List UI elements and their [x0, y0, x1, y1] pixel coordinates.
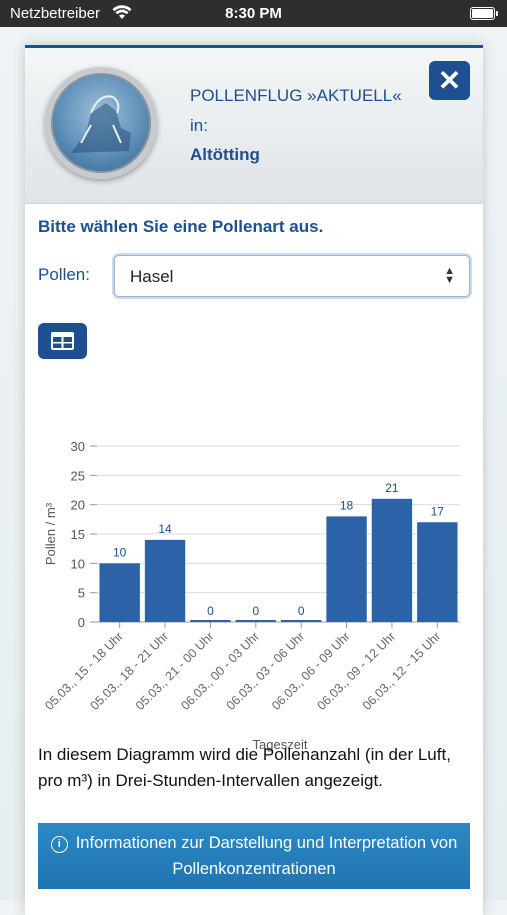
bar	[190, 620, 231, 622]
pollen-label: Pollen:	[38, 265, 90, 284]
y-tick-label: 10	[71, 556, 85, 571]
bar	[371, 498, 413, 622]
y-tick-label: 0	[78, 615, 85, 630]
pollen-prompt: Bitte wählen Sie eine Pollenart aus.	[38, 217, 324, 236]
data-label: 0	[207, 604, 214, 618]
bar	[281, 620, 322, 622]
pollen-card: POLLENFLUG »AKTUELL« in: Altötting ✕ Bit…	[25, 45, 483, 915]
info-text: Informationen zur Darstellung und Interp…	[75, 834, 458, 878]
y-tick-label: 5	[78, 586, 85, 601]
data-label: 21	[385, 481, 399, 495]
status-time: 8:30 PM	[225, 5, 282, 22]
info-icon: i	[50, 836, 68, 853]
data-label: 0	[252, 604, 259, 618]
x-tick-label: 05.03., 21 - 00 Uhr	[133, 629, 217, 713]
y-tick-label: 20	[71, 498, 85, 513]
bar	[326, 516, 367, 622]
chart-description: In diesem Diagramm wird die Pollenanzahl…	[38, 745, 451, 790]
bar	[99, 563, 140, 622]
location-prefix: in:	[190, 116, 208, 135]
x-axis-label: Tageszeit	[253, 737, 308, 752]
data-label: 0	[298, 604, 305, 618]
close-icon: ✕	[437, 65, 462, 96]
x-tick-label: 06.03., 06 - 09 Uhr	[269, 629, 353, 713]
location-name: Altötting	[190, 145, 260, 164]
x-tick-label: 05.03., 18 - 21 Uhr	[88, 629, 172, 713]
info-link-button[interactable]: i Informationen zur Darstellung und Inter…	[38, 823, 470, 889]
x-tick-label: 06.03., 09 - 12 Uhr	[314, 629, 398, 713]
y-tick-label: 25	[71, 468, 85, 483]
card-header: POLLENFLUG »AKTUELL« in: Altötting ✕	[25, 45, 483, 204]
pollen-select-value: Hasel	[130, 267, 174, 286]
y-tick-label: 30	[71, 439, 85, 454]
select-arrows-icon: ▲ ▼	[444, 265, 455, 286]
close-button[interactable]: ✕	[429, 61, 470, 100]
carrier-name: Netzbetreiber	[10, 5, 101, 22]
data-label: 14	[158, 522, 172, 536]
y-tick-label: 15	[71, 527, 85, 542]
data-label: 10	[113, 545, 127, 559]
pollen-select[interactable]: Hasel ▲ ▼	[114, 255, 470, 297]
data-label: 18	[340, 498, 354, 512]
bar	[235, 620, 276, 622]
x-tick-label: 06.03., 12 - 15 Uhr	[360, 629, 444, 713]
page-title: POLLENFLUG »AKTUELL«	[190, 86, 402, 105]
battery-icon	[470, 7, 498, 20]
data-label: 17	[431, 504, 445, 518]
table-view-button[interactable]	[38, 323, 87, 359]
wifi-icon	[112, 4, 132, 24]
status-bar: Netzbetreiber 8:30 PM	[0, 0, 507, 27]
pollen-chart: 0 5 10 15 20 25 30 10 05.03., 15 - 18 Uhr 14 05.03…	[42, 439, 460, 752]
bar	[144, 539, 186, 622]
bar	[417, 522, 458, 622]
city-seal-logo	[45, 67, 157, 179]
x-tick-label: 05.03., 15 - 18 Uhr	[42, 629, 126, 713]
x-tick-label: 06.03., 00 - 03 Uhr	[178, 629, 262, 713]
y-axis-label: Pollen / m³	[43, 502, 58, 565]
table-icon	[51, 332, 74, 350]
x-tick-label: 06.03., 03 - 06 Uhr	[224, 629, 308, 713]
